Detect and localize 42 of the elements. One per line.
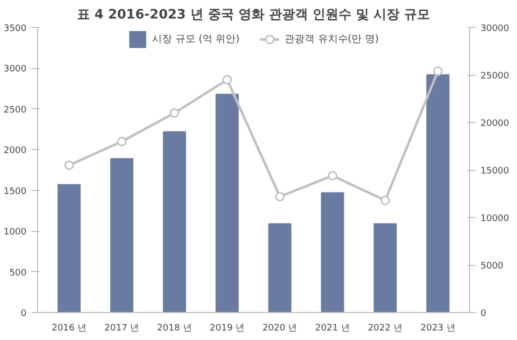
bar — [216, 94, 239, 312]
y-tick-label: 2500 — [4, 105, 27, 116]
point — [328, 170, 338, 180]
y-tick-label: 500 — [9, 268, 27, 278]
y-tick-label: 2000 — [4, 146, 27, 156]
y-tick-label: 3500 — [4, 24, 27, 34]
bar — [162, 131, 186, 312]
bar — [374, 223, 397, 312]
x-tick-label: 2020 년 — [262, 324, 298, 334]
bar — [268, 223, 292, 312]
y2-tick-label: 30000 — [480, 24, 510, 34]
point — [64, 160, 74, 170]
y2-tick-label: 20000 — [480, 119, 510, 129]
point — [380, 196, 390, 206]
x-tick-label: 2018 년 — [157, 324, 192, 334]
y-tick-label: 0 — [20, 309, 27, 319]
y-tick-label: 1500 — [4, 186, 27, 197]
x-tick-label: 2019 년 — [210, 324, 245, 334]
y-tick-label: 1000 — [4, 228, 27, 238]
point — [433, 66, 443, 76]
x-tick-label: 2017 년 — [104, 324, 140, 334]
chart-title: 표 4 2016-2023 년 중국 영화 관광객 인원수 및 시장 규모 — [76, 8, 430, 22]
y-tick-label: 3000 — [4, 64, 27, 75]
y2-tick-label: 25000 — [480, 72, 510, 82]
bar — [426, 74, 450, 312]
point — [275, 192, 285, 202]
y2-tick-label: 5000 — [480, 262, 504, 272]
x-tick-label: 2022 년 — [368, 324, 403, 334]
bar — [58, 184, 81, 312]
point — [117, 136, 127, 146]
point — [222, 75, 232, 84]
x-tick-label: 2021 년 — [315, 324, 350, 334]
y2-tick-label: 0 — [480, 309, 486, 319]
bar — [320, 192, 344, 312]
x-tick-label: 2016 년 — [52, 324, 86, 334]
legend-label: 시장 규모 (억 위안) — [152, 33, 240, 46]
point — [170, 108, 180, 118]
bar — [110, 158, 134, 312]
legend-label: 관광객 유치수(만 명) — [284, 33, 379, 46]
x-tick-label: 2023 년 — [420, 324, 456, 334]
y2-tick-label: 15000 — [480, 166, 510, 176]
y2-tick-label: 10000 — [480, 214, 510, 224]
